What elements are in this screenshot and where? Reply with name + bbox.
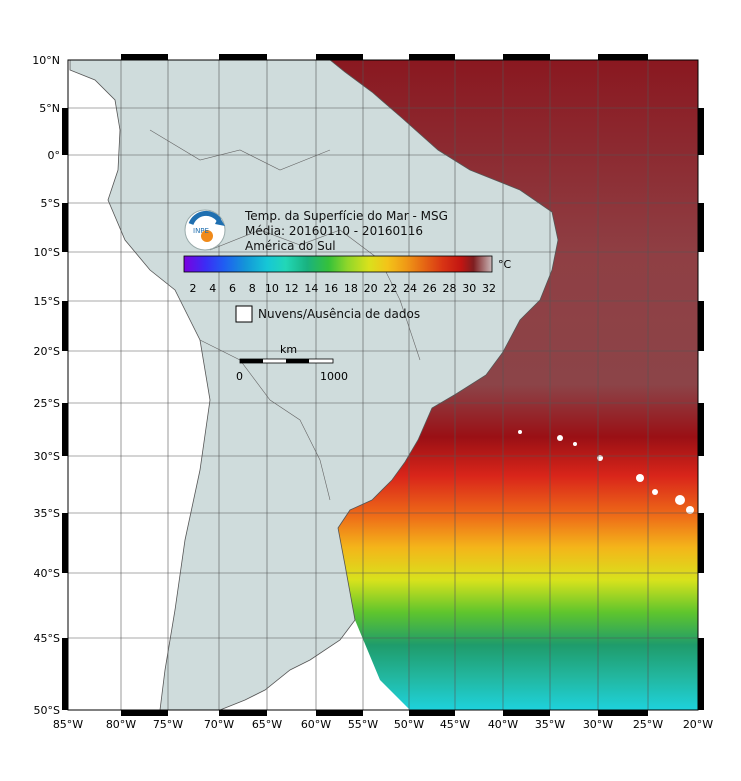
colorbar-tick-label: 10 — [265, 282, 279, 295]
lat-label: 10°S — [34, 246, 60, 259]
scale-start: 0 — [236, 370, 243, 383]
frame-segment-bottom — [219, 710, 267, 716]
frame-segment-top — [219, 54, 267, 60]
lon-label: 35°W — [535, 718, 565, 731]
lon-label: 75°W — [153, 718, 183, 731]
frame-segment-top — [316, 54, 363, 60]
colorbar-ticks: 2 4 6 8 10 12 14 16 18 20 22 24 26 28 30 32 — [190, 282, 497, 295]
frame-segment-bottom — [503, 710, 550, 716]
colorbar-tick-label: 14 — [304, 282, 318, 295]
colorbar-tick-label: 32 — [482, 282, 496, 295]
frame-segment-right — [698, 638, 704, 710]
lat-label: 20°S — [34, 345, 60, 358]
frame-segment-bottom — [121, 710, 168, 716]
title-line-1: Temp. da Superfície do Mar - MSG — [244, 209, 448, 223]
scale-end: 1000 — [320, 370, 348, 383]
lon-label: 55°W — [348, 718, 378, 731]
lon-label: 30°W — [583, 718, 613, 731]
frame-segment-left — [62, 638, 68, 710]
map-frame — [67, 59, 699, 711]
cloud-legend-swatch — [235, 305, 253, 323]
colorbar-tick-label: 22 — [383, 282, 397, 295]
lat-label: 10°N — [32, 54, 60, 67]
frame-segment-left — [62, 301, 68, 351]
frame-segment-top — [409, 54, 455, 60]
frame-segment-right — [698, 403, 704, 456]
frame-segment-top — [503, 54, 550, 60]
frame-segment-left — [62, 203, 68, 252]
frame-checker-border — [62, 54, 704, 716]
frame-segment-bottom — [598, 710, 648, 716]
logo-text: INPE — [193, 227, 209, 235]
colorbar-tick-label: 8 — [249, 282, 256, 295]
frame-segment-bottom — [409, 710, 455, 716]
colorbar-tick-label: 4 — [209, 282, 216, 295]
colorbar-tick-label: 26 — [423, 282, 437, 295]
country-borders — [199, 339, 331, 501]
lon-label: 70°W — [204, 718, 234, 731]
lon-label: 85°W — [53, 718, 83, 731]
frame-segment-top — [598, 54, 648, 60]
frame-segment-left — [62, 108, 68, 155]
lon-label: 80°W — [106, 718, 136, 731]
colorbar-tick-label: 30 — [462, 282, 476, 295]
lat-label: 5°N — [39, 102, 60, 115]
cloud-no-data-specks — [518, 430, 694, 514]
frame-segment-right — [698, 203, 704, 252]
scale-bar: km 0 1000 — [236, 343, 348, 383]
lat-label: 35°S — [34, 507, 60, 520]
lat-label: 5°S — [41, 197, 60, 210]
frame-segment-left — [62, 513, 68, 573]
lat-label: 30°S — [34, 450, 60, 463]
colorbar-unit: °C — [498, 258, 512, 271]
lon-label: 25°W — [633, 718, 663, 731]
title-line-2: Média: 20160110 - 20160116 — [245, 224, 423, 238]
ocean-sst-field — [330, 60, 698, 710]
graticule — [68, 60, 698, 710]
lat-label: 25°S — [34, 397, 60, 410]
lon-label: 20°W — [683, 718, 713, 731]
frame-segment-right — [698, 513, 704, 573]
colorbar-tick-label: 6 — [229, 282, 236, 295]
colorbar-tick-label: 28 — [443, 282, 457, 295]
country-borders — [209, 229, 421, 361]
lon-label: 45°W — [440, 718, 470, 731]
inpe-logo-icon: INPE — [184, 209, 226, 251]
frame-segment-left — [62, 403, 68, 456]
cloud-legend-label: Nuvens/Ausência de dados — [258, 307, 420, 321]
latitude-labels: 10°N 5°N 0° 5°S 10°S 15°S 20°S 25°S 30°S 35°S 40°S… — [32, 54, 60, 717]
country-borders — [149, 129, 331, 171]
colorbar-tick-label: 2 — [190, 282, 197, 295]
longitude-labels: 85°W 80°W 75°W 70°W 65°W 60°W 55°W 50°W 45°W 40°W… — [53, 718, 713, 731]
lon-label: 65°W — [252, 718, 282, 731]
lon-label: 60°W — [301, 718, 331, 731]
lat-label: 50°S — [34, 704, 60, 717]
lat-label: 40°S — [34, 567, 60, 580]
scale-unit: km — [280, 343, 297, 356]
frame-segment-right — [698, 301, 704, 351]
colorbar-tick-label: 18 — [344, 282, 358, 295]
colorbar-tick-label: 24 — [403, 282, 417, 295]
colorbar-tick-label: 16 — [324, 282, 338, 295]
colorbar-tick-label: 20 — [364, 282, 378, 295]
frame-segment-right — [698, 108, 704, 155]
frame-segment-top — [121, 54, 168, 60]
colorbar-tick-label: 12 — [285, 282, 299, 295]
colorbar — [183, 255, 493, 273]
lon-label: 50°W — [394, 718, 424, 731]
title-line-3: América do Sul — [245, 239, 336, 253]
lat-label: 45°S — [34, 632, 60, 645]
frame-segment-bottom — [316, 710, 363, 716]
lat-label: 15°S — [34, 295, 60, 308]
lat-label: 0° — [48, 149, 61, 162]
lon-label: 40°W — [488, 718, 518, 731]
